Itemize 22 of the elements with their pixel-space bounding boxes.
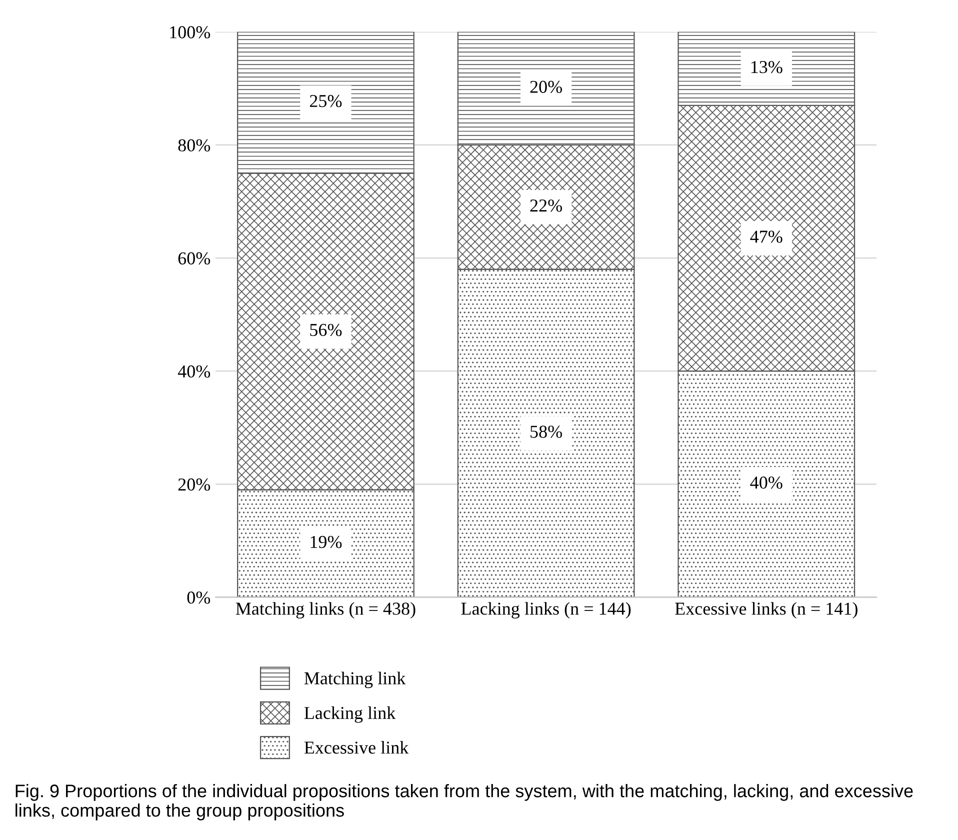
x-tick-label: Lacking links (n = 144) xyxy=(461,602,631,619)
data-label: 19% xyxy=(310,536,342,548)
data-label: 58% xyxy=(530,426,562,438)
y-tick-label: 80% xyxy=(178,139,210,152)
data-label: 40% xyxy=(750,476,782,489)
data-label: 25% xyxy=(310,94,342,108)
y-tick-label: 40% xyxy=(178,365,210,378)
data-label: 20% xyxy=(530,80,562,94)
data-label: 47% xyxy=(750,230,782,243)
legend-label: Lacking link xyxy=(304,706,396,723)
data-label: 56% xyxy=(310,324,342,336)
y-tick-label: 20% xyxy=(178,478,210,491)
y-tick-label: 0% xyxy=(187,591,210,604)
legend-label: Excessive link xyxy=(304,741,409,754)
legend-label: Matching link xyxy=(304,672,406,688)
x-tick-label: Matching links (n = 438) xyxy=(236,602,416,619)
data-label: 22% xyxy=(530,200,562,212)
y-tick-label: 60% xyxy=(178,252,210,265)
x-tick-label: Excessive links (n = 141) xyxy=(675,602,858,618)
data-label: 13% xyxy=(751,61,782,74)
caption: Fig. 9 Proportions of the individual propositions taken from the system, with the matching, lacking, and excessive links, compared to the group propositions xyxy=(16,784,913,820)
y-tick-label: 100% xyxy=(170,26,210,38)
